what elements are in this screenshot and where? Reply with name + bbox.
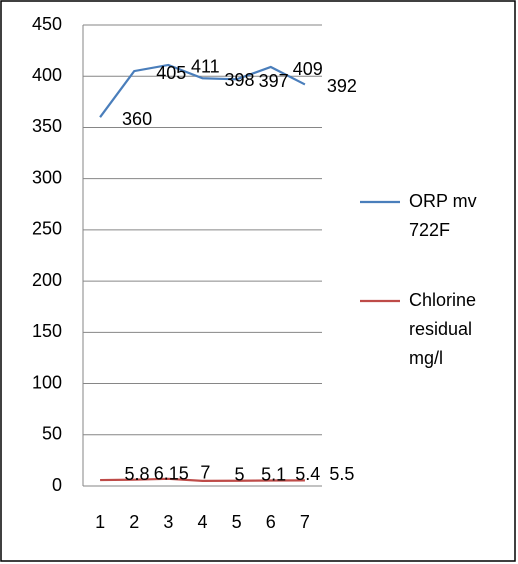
y-tick-label: 100: [32, 372, 62, 392]
y-tick-label: 400: [32, 65, 62, 85]
x-tick-label: 4: [197, 512, 207, 532]
data-label: 398: [224, 70, 254, 90]
y-tick-label: 50: [42, 424, 62, 444]
x-tick-label: 6: [266, 512, 276, 532]
x-tick-label: 5: [232, 512, 242, 532]
data-label: 5.1: [261, 465, 286, 485]
y-tick-label: 350: [32, 116, 62, 136]
data-label: 397: [259, 71, 289, 91]
data-label: 411: [191, 57, 220, 77]
x-tick-label: 1: [95, 512, 105, 532]
data-label: 5.4: [295, 464, 320, 484]
y-tick-label: 300: [32, 167, 62, 187]
y-tick-label: 450: [32, 14, 62, 34]
x-tick-label: 7: [300, 512, 310, 532]
y-tick-label: 250: [32, 219, 62, 239]
legend-label: ORP mv 722F: [409, 191, 477, 240]
data-label: 5: [234, 465, 244, 485]
x-tick-label: 3: [163, 512, 173, 532]
y-tick-label: 200: [32, 270, 62, 290]
data-label: 392: [327, 76, 357, 96]
data-label: 360: [122, 109, 152, 129]
y-tick-label: 150: [32, 321, 62, 341]
data-label: 5.8: [125, 464, 150, 484]
x-tick-label: 2: [129, 512, 139, 532]
data-label: 405: [156, 63, 186, 83]
y-tick-label: 0: [52, 475, 62, 495]
data-label: 5.5: [329, 464, 354, 484]
data-label: 6.15: [154, 463, 189, 483]
data-label: 7: [200, 463, 210, 483]
data-label: 409: [293, 59, 323, 79]
series-line: [100, 477, 305, 482]
legend-label: Chlorine residual mg/l: [409, 290, 477, 368]
series-line: [99, 63, 306, 118]
